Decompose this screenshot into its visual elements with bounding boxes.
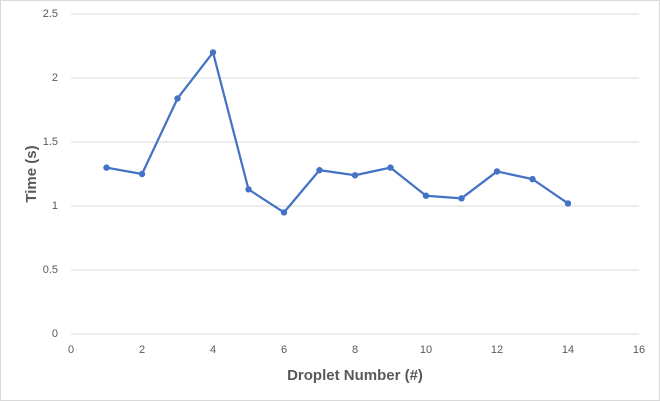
x-tick-label: 14 [562, 344, 574, 356]
marker [174, 95, 181, 102]
marker [245, 186, 252, 193]
y-tick-label: 2.5 [43, 8, 58, 20]
y-tick-label: 2 [52, 72, 58, 84]
marker [387, 164, 394, 171]
y-axis-title: Time (s) [23, 145, 40, 202]
line [106, 51, 569, 214]
marker [458, 195, 465, 202]
marker [316, 166, 323, 174]
x-tick-label: 8 [352, 344, 358, 356]
marker [351, 172, 359, 179]
x-tick-label: 0 [68, 344, 74, 356]
x-tick-label: 10 [420, 344, 432, 356]
x-tick-label: 4 [210, 344, 216, 356]
marker [138, 170, 146, 178]
marker [564, 200, 572, 207]
y-tick-label: 0 [52, 328, 58, 340]
marker [422, 192, 430, 199]
marker [529, 175, 536, 183]
x-tick-label: 16 [633, 344, 645, 356]
marker [493, 168, 501, 175]
y-tick-label: 1 [52, 200, 58, 212]
marker [280, 209, 288, 216]
y-tick-label: 1.5 [43, 136, 58, 148]
x-axis-title: Droplet Number (#) [287, 367, 423, 384]
x-tick-label: 6 [281, 344, 287, 356]
marker [209, 49, 217, 56]
x-tick-label: 2 [139, 344, 145, 356]
marker [103, 164, 110, 171]
y-tick-label: 0.5 [43, 264, 58, 276]
x-tick-label: 12 [491, 344, 503, 356]
